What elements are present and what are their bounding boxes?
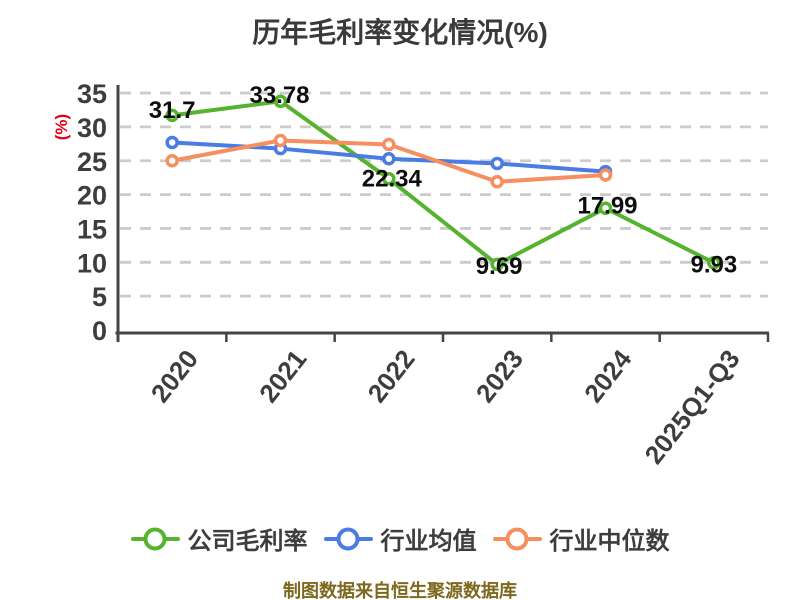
data-label: 22.34 (362, 165, 423, 192)
x-axis-label: 2021 (253, 344, 312, 408)
y-axis-tick-label: 20 (77, 181, 107, 211)
data-label: 33.78 (249, 82, 309, 109)
legend-marker-icon (492, 526, 542, 552)
x-axis-label: 2020 (145, 344, 204, 408)
legend-item-industry-median[interactable]: 行业中位数 (492, 521, 670, 556)
industry-median-point (490, 174, 504, 189)
legend-marker-icon (323, 526, 373, 552)
data-label: 9.69 (476, 253, 523, 280)
company-gross-margin-point (707, 256, 721, 270)
y-axis-tick-label: 15 (77, 214, 107, 244)
legend-label: 公司毛利率 (187, 528, 308, 555)
legend: 公司毛利率 行业均值 行业中位数 (0, 521, 800, 556)
industry-median-point (598, 168, 613, 182)
data-label: 17.99 (577, 193, 637, 220)
industry-median-point (382, 137, 396, 152)
industry-median-point (273, 133, 288, 148)
industry-average-point (382, 151, 396, 166)
y-axis-tick-label: 30 (77, 113, 107, 143)
legend-item-company-gross-margin[interactable]: 公司毛利率 (130, 521, 308, 556)
industry-median-point (165, 154, 179, 168)
company-gross-margin-point (598, 201, 613, 215)
data-label: 31.7 (149, 97, 196, 124)
data-label: 9.93 (690, 251, 737, 278)
legend-label: 行业中位数 (549, 528, 670, 555)
x-axis-label: 2024 (578, 344, 638, 408)
company-gross-margin-point (382, 172, 396, 186)
y-axis-tick-label: 0 (92, 316, 107, 346)
company-gross-margin-point (273, 94, 288, 109)
chart-title: 历年毛利率变化情况(%) (252, 17, 548, 48)
legend-marker-icon (130, 526, 180, 552)
legend-item-industry-average[interactable]: 行业均值 (323, 521, 477, 556)
x-axis-label: 2025Q1-Q3 (638, 344, 745, 470)
company-gross-margin-line (170, 99, 716, 267)
y-axis-tick-label: 25 (77, 147, 107, 177)
industry-average-point (165, 135, 179, 150)
industry-average-point (490, 156, 504, 171)
x-axis-label: 2023 (470, 344, 529, 408)
legend-label: 行业均值 (380, 528, 477, 555)
y-axis-tick-label: 35 (77, 79, 107, 109)
x-axis-label: 2022 (361, 344, 420, 408)
company-gross-margin-point (165, 108, 179, 123)
source-note: 制图数据来自恒生聚源数据库 (283, 581, 517, 600)
company-gross-margin-point (490, 257, 504, 272)
y-axis-tick-label: 10 (77, 248, 107, 278)
y-axis-tick-label: 5 (92, 282, 107, 312)
